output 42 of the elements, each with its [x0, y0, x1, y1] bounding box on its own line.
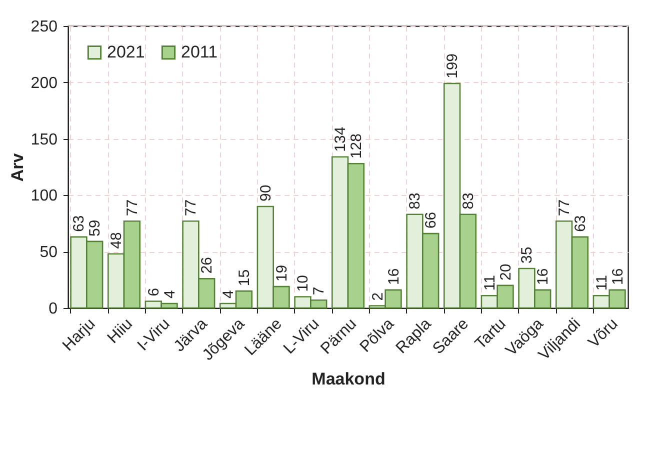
data-label: 134	[332, 126, 350, 152]
data-label: 77	[124, 199, 141, 216]
y-tick-label: 200	[30, 74, 58, 92]
data-label: 59	[86, 220, 104, 236]
data-label: 83	[406, 192, 424, 210]
data-label: 77	[556, 199, 574, 216]
x-tick-label: Võru	[585, 316, 622, 352]
x-axis-title: Maakond	[312, 369, 386, 388]
data-label: 4	[220, 290, 238, 298]
y-axis-title: Arv	[8, 152, 27, 182]
legend-label: 2021	[107, 42, 145, 62]
data-label: 19	[273, 264, 290, 282]
x-tick-label: Hiiu	[104, 316, 136, 348]
y-tick-label: 0	[48, 300, 58, 318]
data-label: 63	[70, 215, 88, 232]
data-label: 77	[182, 199, 200, 216]
data-label: 66	[422, 212, 440, 229]
data-label: 35	[518, 246, 536, 264]
data-label: 11	[481, 275, 498, 291]
data-label: 10	[294, 275, 312, 292]
data-label: 7	[310, 286, 328, 296]
data-label: 20	[497, 264, 514, 280]
data-label: 16	[385, 268, 402, 285]
data-label: 11	[593, 275, 610, 291]
y-tick-label: 50	[40, 244, 58, 262]
data-label: 4	[161, 290, 178, 298]
data-label: 16	[534, 268, 552, 285]
data-label: 128	[348, 134, 365, 159]
data-label: 26	[198, 256, 216, 274]
data-label: 63	[572, 215, 589, 232]
data-label: 2	[369, 292, 386, 301]
data-label: 90	[257, 184, 274, 202]
y-tick-label: 250	[30, 18, 58, 36]
data-label: 48	[108, 232, 126, 249]
y-tick-label: 150	[30, 131, 58, 148]
legend-label: 2011	[181, 42, 218, 62]
data-label: 15	[236, 269, 253, 286]
data-label: 6	[145, 288, 162, 296]
data-label: 16	[609, 268, 626, 285]
data-label: 83	[460, 192, 477, 210]
data-label: 199	[444, 53, 462, 79]
y-tick-label: 100	[30, 188, 58, 205]
